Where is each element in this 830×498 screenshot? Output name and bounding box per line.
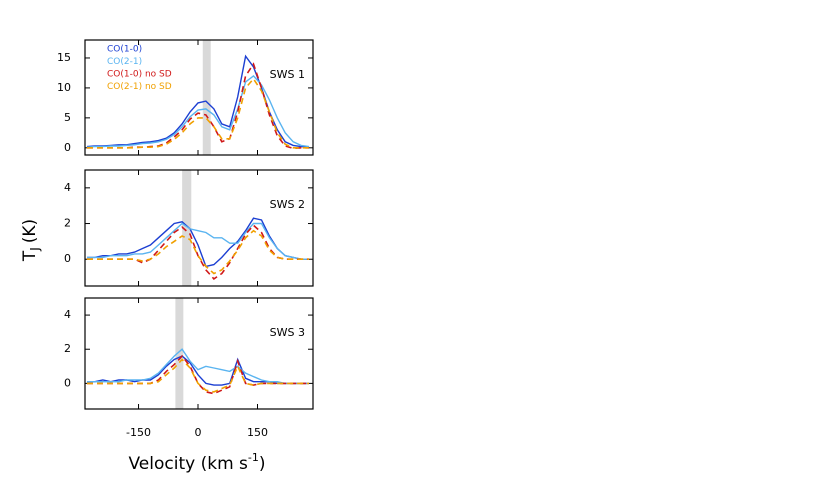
highlight-band bbox=[175, 298, 184, 409]
panel-label: SWS 1 bbox=[270, 68, 305, 81]
x-tick-label: -150 bbox=[126, 426, 151, 439]
series-line bbox=[86, 74, 310, 148]
x-label-main: Velocity (km s bbox=[129, 454, 249, 474]
plot-frame bbox=[84, 297, 314, 410]
series-line bbox=[87, 77, 309, 149]
y-tick-label: 2 bbox=[64, 342, 71, 355]
x-tick-label: 0 bbox=[195, 426, 202, 439]
legend-entry: CO(2-1) bbox=[107, 57, 142, 67]
y-tick-label: 15 bbox=[57, 51, 71, 64]
panel-label: SWS 2 bbox=[270, 198, 305, 211]
plot-frame bbox=[84, 39, 314, 156]
legend-entry: CO(2-1) no SD bbox=[107, 82, 172, 92]
x-label-sup: -1 bbox=[248, 451, 259, 464]
y-tick-label: 2 bbox=[64, 217, 71, 230]
x-axis-label: Velocity (km s-1) bbox=[129, 451, 266, 474]
panel-label: SWS 3 bbox=[270, 326, 305, 339]
highlight-band bbox=[202, 40, 211, 155]
y-label-main: T bbox=[20, 250, 40, 262]
highlight-band bbox=[182, 170, 192, 286]
series-line bbox=[87, 62, 309, 150]
series-line bbox=[87, 229, 309, 275]
x-tick-label: 150 bbox=[247, 426, 268, 439]
y-tick-label: 5 bbox=[64, 111, 71, 124]
y-tick-label: 4 bbox=[64, 181, 71, 194]
series-line bbox=[87, 217, 309, 268]
y-label-sub: J bbox=[28, 247, 42, 252]
series-line bbox=[87, 358, 309, 393]
y-tick-label: 10 bbox=[57, 81, 71, 94]
y-axis-label: TJ (K) bbox=[20, 219, 42, 262]
y-tick-label: 0 bbox=[64, 141, 71, 154]
series-line bbox=[87, 224, 309, 280]
y-label-unit: (K) bbox=[20, 219, 40, 243]
y-tick-label: 0 bbox=[64, 252, 71, 265]
legend-entry: CO(1-0) no SD bbox=[107, 70, 172, 80]
series-line bbox=[87, 348, 309, 385]
series-line bbox=[87, 222, 309, 260]
legend-entry: CO(1-0) bbox=[107, 45, 142, 55]
plot-frame bbox=[84, 169, 314, 287]
y-tick-label: 0 bbox=[64, 376, 71, 389]
x-label-end: ) bbox=[259, 454, 266, 474]
y-tick-label: 4 bbox=[64, 308, 71, 321]
